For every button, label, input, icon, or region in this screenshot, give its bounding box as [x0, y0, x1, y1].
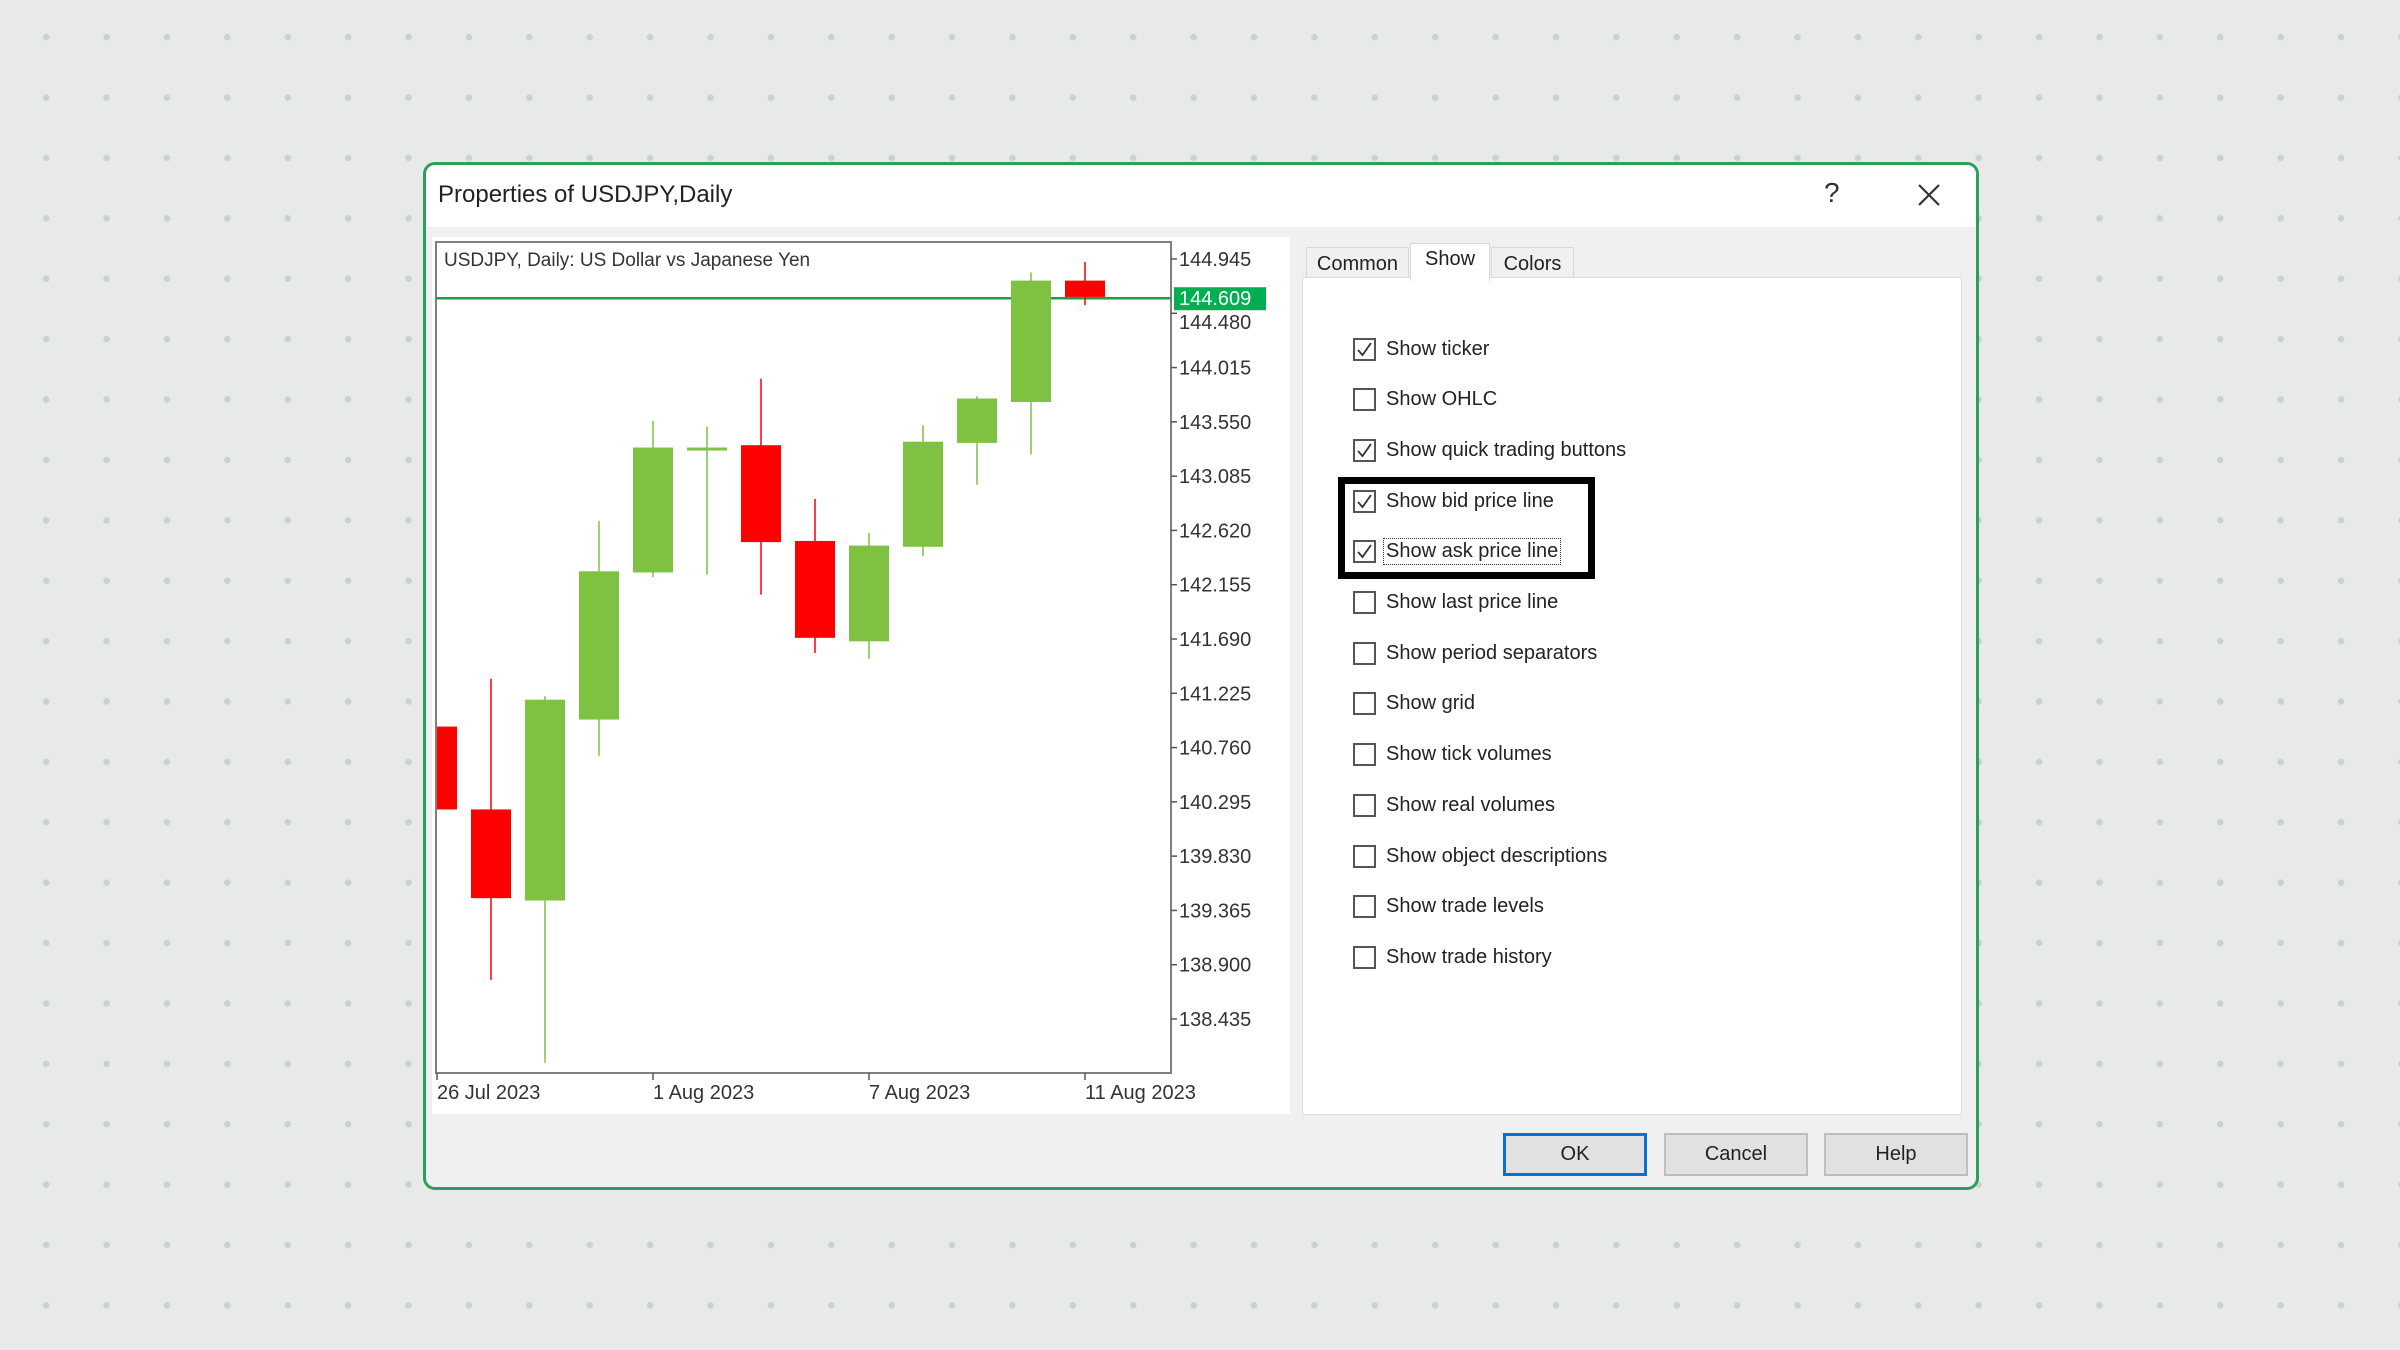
- checkbox-show-period-separators[interactable]: Show period separators: [1353, 638, 1599, 668]
- help-button[interactable]: Help: [1824, 1133, 1968, 1176]
- candle-body: [849, 545, 889, 642]
- chart-title: USDJPY, Daily: US Dollar vs Japanese Yen: [444, 250, 810, 271]
- checkbox-show-trade-levels[interactable]: Show trade levels: [1353, 892, 1546, 922]
- y-tick-label: 142.620: [1179, 520, 1251, 542]
- checkbox-checked[interactable]: [1353, 337, 1376, 361]
- checkbox-show-tick-volumes[interactable]: Show tick volumes: [1353, 740, 1554, 770]
- checkbox-label: Show OHLC: [1386, 388, 1498, 411]
- ok-button[interactable]: OK: [1503, 1133, 1647, 1176]
- checkbox-show-last-price-line[interactable]: Show last price line: [1353, 588, 1560, 618]
- chart-preview: USDJPY, Daily: US Dollar vs Japanese Yen…: [432, 237, 1290, 1114]
- candle-body: [1011, 280, 1051, 403]
- candle-body: [579, 571, 619, 720]
- y-tick-label: 138.435: [1179, 1009, 1251, 1031]
- y-tick-label: 140.295: [1179, 792, 1251, 814]
- cancel-button[interactable]: Cancel: [1664, 1133, 1808, 1176]
- checkbox-checked[interactable]: [1353, 540, 1376, 564]
- checkbox-label: Show period separators: [1386, 641, 1598, 664]
- y-tick-label: 141.225: [1179, 683, 1251, 705]
- candle-body: [471, 809, 511, 899]
- y-tick-label: 141.690: [1179, 629, 1251, 651]
- dialog-title: Properties of USDJPY,Daily: [438, 181, 733, 208]
- checkbox-label: Show grid: [1386, 692, 1475, 715]
- checkbox-label: Show last price line: [1386, 591, 1559, 613]
- y-tick-label: 139.365: [1179, 900, 1251, 922]
- candle-body: [525, 699, 565, 901]
- y-tick-label: 144.015: [1179, 358, 1251, 380]
- checkbox-label: Show quick trading buttons: [1386, 438, 1627, 461]
- candle-body: [795, 540, 835, 638]
- checkbox-unchecked[interactable]: [1353, 945, 1376, 969]
- checkbox-show-object-descriptions[interactable]: Show object descriptions: [1353, 841, 1609, 871]
- checkbox-unchecked[interactable]: [1353, 895, 1376, 919]
- x-tick-label: 11 Aug 2023: [1085, 1082, 1196, 1104]
- checkbox-show-grid[interactable]: Show grid: [1353, 689, 1477, 719]
- tab-show[interactable]: Show: [1410, 243, 1490, 281]
- candle-body: [437, 726, 457, 810]
- checkmark-icon: [1357, 544, 1372, 559]
- checkbox-label: Show real volumes: [1386, 793, 1555, 816]
- show-tab-page: Show ticker Show OHLC Show quick trading b…: [1302, 277, 1962, 1115]
- candle-body: [957, 398, 997, 443]
- checkbox-label: Show bid price line: [1386, 489, 1554, 512]
- bid-price-label-bg: [1174, 287, 1266, 311]
- y-tick-label: 140.760: [1179, 738, 1251, 760]
- bid-price-label: 144.609: [1179, 288, 1251, 310]
- checkbox-show-real-volumes[interactable]: Show real volumes: [1353, 790, 1557, 820]
- y-tick-label: 143.085: [1179, 466, 1251, 488]
- checkbox-label: Show tick volumes: [1386, 743, 1552, 766]
- checkbox-label: Show object descriptions: [1386, 844, 1608, 867]
- checkbox-unchecked[interactable]: [1353, 641, 1376, 665]
- checkmark-icon: [1357, 341, 1372, 356]
- tab-colors[interactable]: Colors: [1491, 247, 1574, 280]
- help-question-icon[interactable]: ?: [1824, 177, 1840, 208]
- x-tick-label: 7 Aug 2023: [869, 1082, 970, 1104]
- checkbox-checked[interactable]: [1353, 438, 1376, 462]
- highlight-box: [1338, 477, 1595, 579]
- candlestick-chart: USDJPY, Daily: US Dollar vs Japanese Yen…: [435, 241, 1266, 1104]
- y-tick-label: 139.830: [1179, 846, 1251, 868]
- checkbox-show-ask-price-line[interactable]: Show ask price line: [1353, 537, 1562, 567]
- candle-body: [741, 445, 781, 543]
- checkmark-icon: [1357, 494, 1372, 509]
- tab-common[interactable]: Common: [1306, 247, 1409, 280]
- checkbox-show-ticker[interactable]: Show ticker: [1353, 334, 1491, 364]
- y-tick-label: 143.550: [1179, 412, 1251, 434]
- title-bar: Properties of USDJPY,Daily ?: [426, 165, 1976, 227]
- checkbox-unchecked[interactable]: [1353, 844, 1376, 868]
- checkbox-checked[interactable]: [1353, 489, 1376, 513]
- checkbox-label: Show ticker: [1386, 337, 1490, 360]
- y-tick-label: 144.480: [1179, 312, 1251, 334]
- checkbox-unchecked[interactable]: [1353, 743, 1376, 767]
- y-tick-label: 142.155: [1179, 575, 1251, 597]
- checkbox-unchecked[interactable]: [1353, 793, 1376, 817]
- candle-body: [687, 447, 727, 451]
- checkbox-label: Show trade levels: [1386, 895, 1544, 918]
- checkbox-show-bid-price-line[interactable]: Show bid price line: [1353, 486, 1556, 516]
- checkbox-show-trade-history[interactable]: Show trade history: [1353, 942, 1554, 972]
- plot-frame: [435, 241, 1172, 1074]
- checkmark-icon: [1357, 443, 1372, 458]
- checkbox-label: Show trade history: [1386, 945, 1552, 968]
- checkbox-unchecked[interactable]: [1353, 692, 1376, 716]
- candle-body: [1065, 280, 1105, 297]
- checkbox-label: Show ask price line: [1382, 538, 1562, 566]
- candle-body: [903, 441, 943, 547]
- properties-dialog: Properties of USDJPY,Daily ? USDJPY, Dai…: [423, 162, 1979, 1190]
- checkbox-unchecked[interactable]: [1353, 388, 1376, 412]
- x-tick-label: 1 Aug 2023: [653, 1082, 754, 1104]
- checkbox-show-ohlc[interactable]: Show OHLC: [1353, 385, 1499, 415]
- candle-body: [633, 447, 673, 573]
- y-tick-label: 138.900: [1179, 955, 1251, 977]
- y-tick-label: 144.945: [1179, 249, 1251, 271]
- close-icon[interactable]: [1913, 179, 1945, 211]
- checkbox-unchecked[interactable]: [1353, 591, 1376, 614]
- checkbox-show-quick-trading-buttons[interactable]: Show quick trading buttons: [1353, 435, 1628, 465]
- x-tick-label: 26 Jul 2023: [437, 1082, 540, 1104]
